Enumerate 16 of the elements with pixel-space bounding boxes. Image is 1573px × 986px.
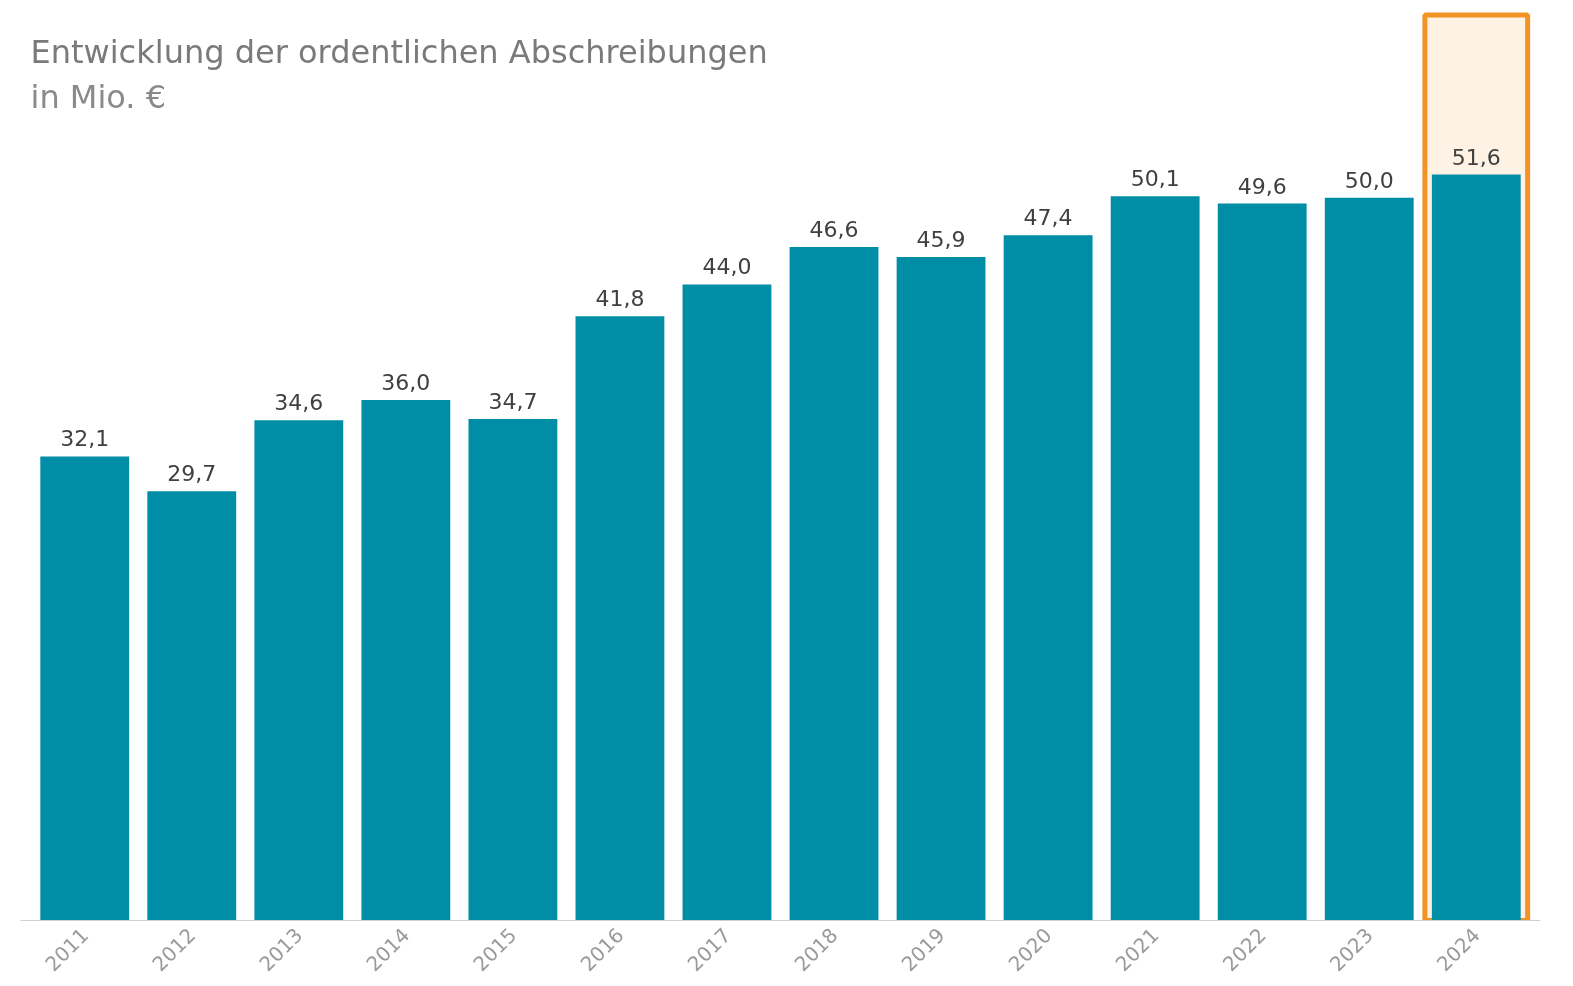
data-label: 47,4: [1023, 205, 1073, 231]
data-label: 41,8: [595, 286, 645, 312]
data-label: 51,6: [1451, 144, 1501, 170]
data-label: 34,7: [488, 388, 538, 414]
chart-subtitle: in Mio. €: [30, 77, 167, 116]
data-label: 36,0: [381, 370, 431, 396]
chart-title: Entwicklung der ordentlichen Abschreibungen: [30, 32, 768, 71]
data-label: 46,6: [809, 216, 859, 242]
data-label: 29,7: [167, 461, 217, 487]
data-label: 34,6: [274, 390, 324, 416]
data-label: 50,1: [1130, 166, 1180, 192]
data-label: 32,1: [60, 426, 110, 452]
data-label: 49,6: [1237, 173, 1287, 199]
data-label: 45,9: [916, 226, 966, 252]
data-label: 50,0: [1344, 167, 1394, 193]
data-label: 44,0: [702, 254, 752, 280]
